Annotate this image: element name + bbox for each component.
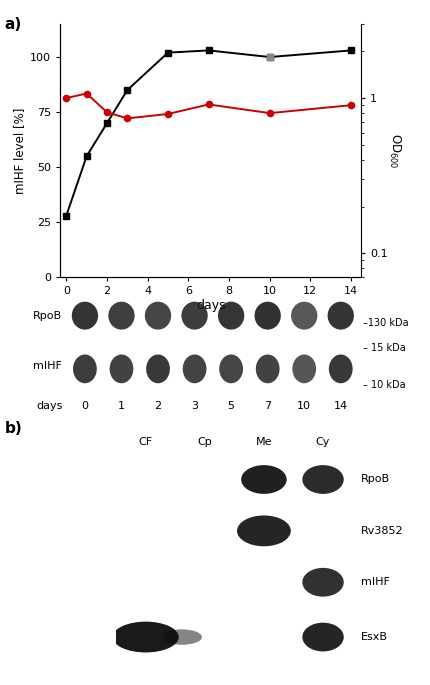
- Text: Cy: Cy: [316, 437, 330, 447]
- Ellipse shape: [256, 355, 280, 384]
- Ellipse shape: [113, 622, 179, 652]
- Ellipse shape: [292, 355, 316, 384]
- Y-axis label: mIHF level [%]: mIHF level [%]: [13, 108, 26, 194]
- Text: mIHF: mIHF: [361, 577, 390, 587]
- Text: 5: 5: [227, 401, 235, 410]
- Ellipse shape: [237, 516, 291, 547]
- Y-axis label: OD$_{600}$: OD$_{600}$: [387, 133, 402, 169]
- Ellipse shape: [181, 301, 208, 329]
- Ellipse shape: [302, 465, 344, 494]
- Text: 1: 1: [118, 401, 125, 410]
- Ellipse shape: [108, 301, 135, 329]
- Ellipse shape: [162, 630, 202, 645]
- Ellipse shape: [302, 568, 344, 597]
- X-axis label: days: days: [196, 299, 225, 312]
- Ellipse shape: [302, 623, 344, 651]
- Text: 0: 0: [81, 401, 89, 410]
- Ellipse shape: [255, 301, 281, 329]
- Text: 7: 7: [264, 401, 271, 410]
- Text: RpoB: RpoB: [361, 475, 390, 484]
- Text: b): b): [4, 421, 22, 436]
- Ellipse shape: [183, 355, 206, 384]
- Text: mIHF: mIHF: [34, 362, 62, 371]
- Text: 10: 10: [297, 401, 311, 410]
- Ellipse shape: [328, 301, 354, 329]
- Text: days: days: [36, 401, 62, 410]
- Ellipse shape: [241, 465, 287, 494]
- Text: –130 kDa: –130 kDa: [363, 318, 409, 327]
- Text: 14: 14: [334, 401, 348, 410]
- Text: RpoB: RpoB: [33, 312, 62, 321]
- Text: Rv3852: Rv3852: [361, 526, 404, 536]
- Text: a): a): [4, 17, 22, 32]
- Ellipse shape: [219, 355, 243, 384]
- Ellipse shape: [145, 301, 171, 329]
- Text: Me: Me: [256, 437, 272, 447]
- Ellipse shape: [218, 301, 244, 329]
- Text: – 15 kDa: – 15 kDa: [363, 343, 406, 353]
- Ellipse shape: [329, 355, 353, 384]
- Text: EsxB: EsxB: [361, 632, 388, 642]
- Ellipse shape: [73, 355, 97, 384]
- Text: 3: 3: [191, 401, 198, 410]
- Ellipse shape: [110, 355, 133, 384]
- Text: – 10 kDa: – 10 kDa: [363, 380, 406, 390]
- Text: CF: CF: [138, 437, 153, 447]
- Text: Cp: Cp: [197, 437, 212, 447]
- Text: 2: 2: [154, 401, 162, 410]
- Ellipse shape: [146, 355, 170, 384]
- Ellipse shape: [291, 301, 317, 329]
- Ellipse shape: [72, 301, 98, 329]
